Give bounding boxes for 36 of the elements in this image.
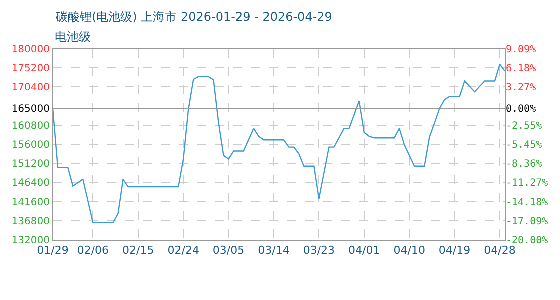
x-tick-label: 02/15 [122,244,154,258]
x-tick-label: 02/24 [168,244,200,258]
x-tick-label: 03/05 [212,244,245,258]
y2-tick-label: -17.09% [506,216,548,228]
y2-tick-label: 6.18% [506,64,536,75]
y-tick-label: 160800 [12,120,50,132]
y2-tick-label: -2.55% [506,120,542,132]
x-tick-label: 03/23 [303,244,336,258]
y-tick-label: 136800 [12,216,50,228]
y2-tick-label: 3.27% [506,82,536,94]
y-tick-label: 151200 [12,159,50,170]
x-tick-label: 04/01 [348,244,380,258]
x-tick-label: 03/14 [258,244,290,258]
y-tick-label: 165000 [12,104,50,116]
y-axis-title: 电池级 [55,30,91,44]
y-tick-label: 132000 [12,236,50,246]
y-tick-label: 141600 [12,197,50,208]
x-tick-label: 04/28 [484,244,516,258]
y2-tick-label: 0.00% [506,104,536,116]
chart-title: 碳酸锂(电池级) 上海市 2026-01-29 - 2026-04-29 [55,10,332,24]
y-tick-label: 170400 [12,82,50,94]
x-tick-label: 02/06 [77,244,110,258]
x-tick-label: 04/19 [438,244,471,258]
y2-tick-label: 9.09% [506,44,536,56]
y2-tick-label: -14.18% [506,197,548,208]
y2-tick-label: -8.36% [506,159,542,170]
y-tick-label: 180000 [12,44,50,56]
line-series [53,64,505,224]
y-tick-label: 175200 [12,64,50,75]
x-tick-label: 04/10 [394,244,426,258]
y2-tick-label: -20.00% [506,236,548,246]
y-tick-label: 156000 [12,140,50,151]
y2-tick-label: -11.27% [506,178,548,190]
y2-tick-label: -5.45% [506,140,542,151]
x-tick-label: 01/29 [37,244,69,258]
y-tick-label: 146400 [12,178,50,190]
